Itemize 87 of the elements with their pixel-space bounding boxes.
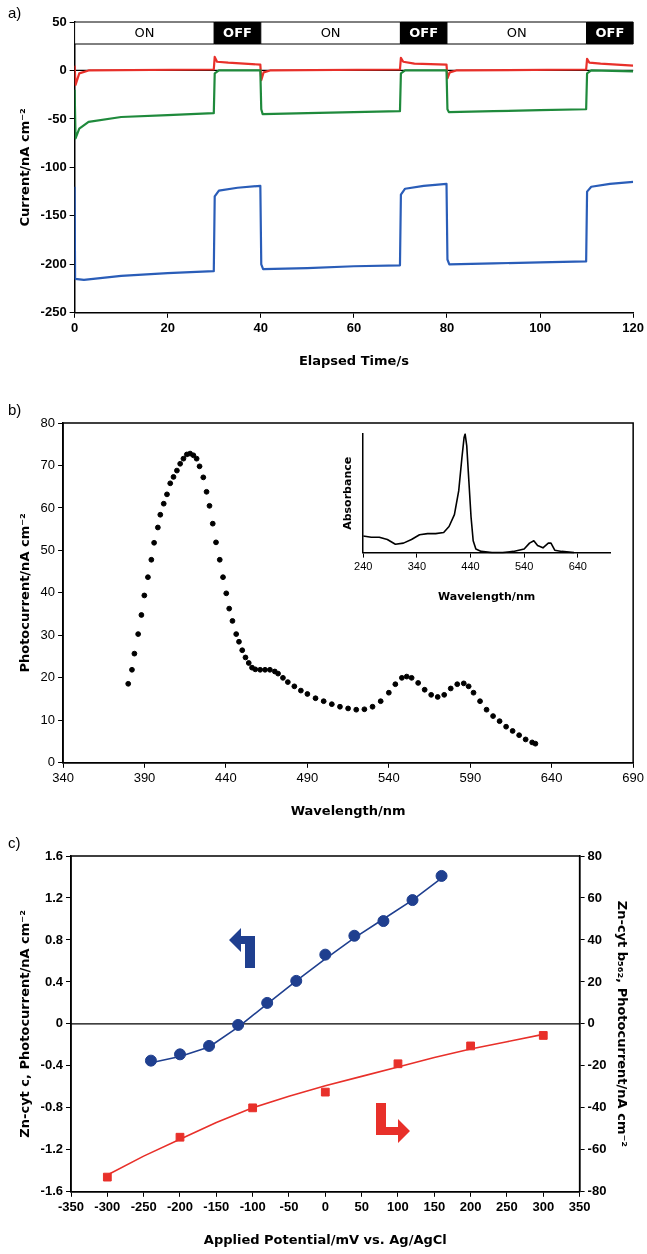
y2-axis-title: Zn-cyt b₅₆₂, Photocurrent/nA cm⁻² (614, 900, 630, 1147)
y-tick-label: -1.6 (40, 1183, 63, 1199)
x-tick-label: 340 (407, 560, 427, 573)
y-tick-label: 0 (55, 1015, 63, 1031)
band-label: ON (134, 25, 155, 41)
y-tick-label: 60 (40, 499, 56, 515)
x-tick-label: -100 (239, 1199, 266, 1215)
band-label: OFF (409, 25, 439, 41)
x-tick-label: -150 (203, 1199, 230, 1215)
y2-tick-label: 0 (587, 1015, 595, 1031)
x-tick-label: 690 (622, 770, 645, 786)
x-axis-title: Wavelength/nm (290, 802, 406, 818)
y-axis-title: Zn-cyt c, Photocurrent/nA cm⁻² (17, 910, 33, 1138)
text: c) (8, 833, 21, 851)
y-axis-title: Absorbance (341, 456, 355, 530)
x-axis-title: Wavelength/nm (438, 590, 536, 604)
y-tick-label: 20 (40, 669, 56, 685)
x-tick-label: 540 (514, 560, 534, 573)
x-tick-label: 250 (496, 1199, 518, 1215)
x-tick-label: 100 (529, 320, 551, 336)
x-tick-label: 120 (622, 320, 645, 336)
y2-tick-label: 60 (587, 889, 603, 905)
x-tick-label: 150 (423, 1199, 446, 1215)
x-tick-label: -350 (57, 1199, 85, 1215)
x-tick-label: 440 (461, 560, 480, 573)
y-tick-label: 50 (52, 13, 67, 29)
y2-tick-label: 40 (587, 931, 603, 947)
x-tick-label: 540 (377, 770, 400, 786)
y-tick-label: 10 (40, 711, 56, 727)
x-tick-label: 240 (354, 560, 373, 573)
y-tick-label: -100 (40, 158, 67, 174)
y2-tick-label: -40 (587, 1099, 607, 1115)
x-tick-label: 350 (568, 1199, 591, 1215)
x-tick-label: -50 (279, 1199, 299, 1215)
x-tick-label: 200 (459, 1199, 482, 1215)
y-tick-label: -250 (40, 304, 67, 320)
x-tick-label: 640 (540, 770, 563, 786)
band-label: ON (320, 25, 341, 41)
y-tick-label: -0.4 (40, 1057, 64, 1073)
x-tick-label: 0 (321, 1199, 329, 1215)
x-tick-label: 590 (459, 770, 482, 786)
y-tick-label: -50 (47, 110, 67, 126)
y-tick-label: 0 (47, 754, 56, 770)
y-tick-label: -1.2 (40, 1141, 63, 1157)
y2-tick-label: 20 (587, 973, 603, 989)
x-tick-label: 300 (532, 1199, 555, 1215)
x-tick-label: 60 (346, 320, 362, 336)
band-label: OFF (223, 25, 252, 41)
x-tick-label: -300 (94, 1199, 121, 1215)
y2-tick-label: 80 (587, 847, 603, 863)
x-tick-label: 50 (354, 1199, 369, 1215)
x-tick-label: 640 (568, 560, 587, 573)
x-axis-title: Elapsed Time/s (298, 352, 410, 368)
y-tick-label: 0.8 (44, 931, 63, 947)
text: a) (8, 3, 22, 21)
x-tick-label: 0 (71, 320, 79, 336)
text: b) (8, 400, 22, 418)
y-tick-label: 1.2 (44, 889, 63, 905)
y-tick-label: 80 (40, 414, 56, 430)
x-tick-label: 340 (52, 770, 74, 786)
x-tick-label: -250 (130, 1199, 157, 1215)
y2-tick-label: -80 (587, 1183, 607, 1199)
y-tick-label: 70 (40, 457, 56, 473)
y-tick-label: 30 (40, 626, 56, 642)
x-tick-label: 390 (133, 770, 156, 786)
y-tick-label: 40 (40, 584, 56, 600)
y-tick-label: 1.6 (44, 847, 63, 863)
y2-tick-label: -60 (587, 1141, 607, 1157)
x-tick-label: 80 (439, 320, 455, 336)
y-axis-title: Current/nA cm⁻² (17, 108, 33, 227)
x-axis-title: Applied Potential/mV vs. Ag/AgCl (203, 1231, 447, 1247)
x-tick-label: 490 (296, 770, 319, 786)
x-tick-label: -200 (166, 1199, 193, 1215)
y-tick-label: -0.8 (40, 1099, 63, 1115)
y-tick-label: -150 (40, 207, 67, 223)
x-tick-label: 100 (387, 1199, 409, 1215)
y2-tick-label: -20 (587, 1057, 607, 1073)
y-axis-title: Photocurrent/nA cm⁻² (17, 513, 33, 673)
y-tick-label: -200 (40, 255, 67, 271)
x-tick-label: 440 (215, 770, 237, 786)
y-tick-label: 0 (59, 62, 67, 78)
x-tick-label: 20 (160, 320, 175, 336)
band-label: OFF (595, 25, 625, 41)
y-tick-label: 50 (40, 542, 56, 557)
x-tick-label: 40 (253, 320, 269, 336)
y-tick-label: 0.4 (44, 973, 64, 989)
band-label: ON (506, 25, 527, 41)
